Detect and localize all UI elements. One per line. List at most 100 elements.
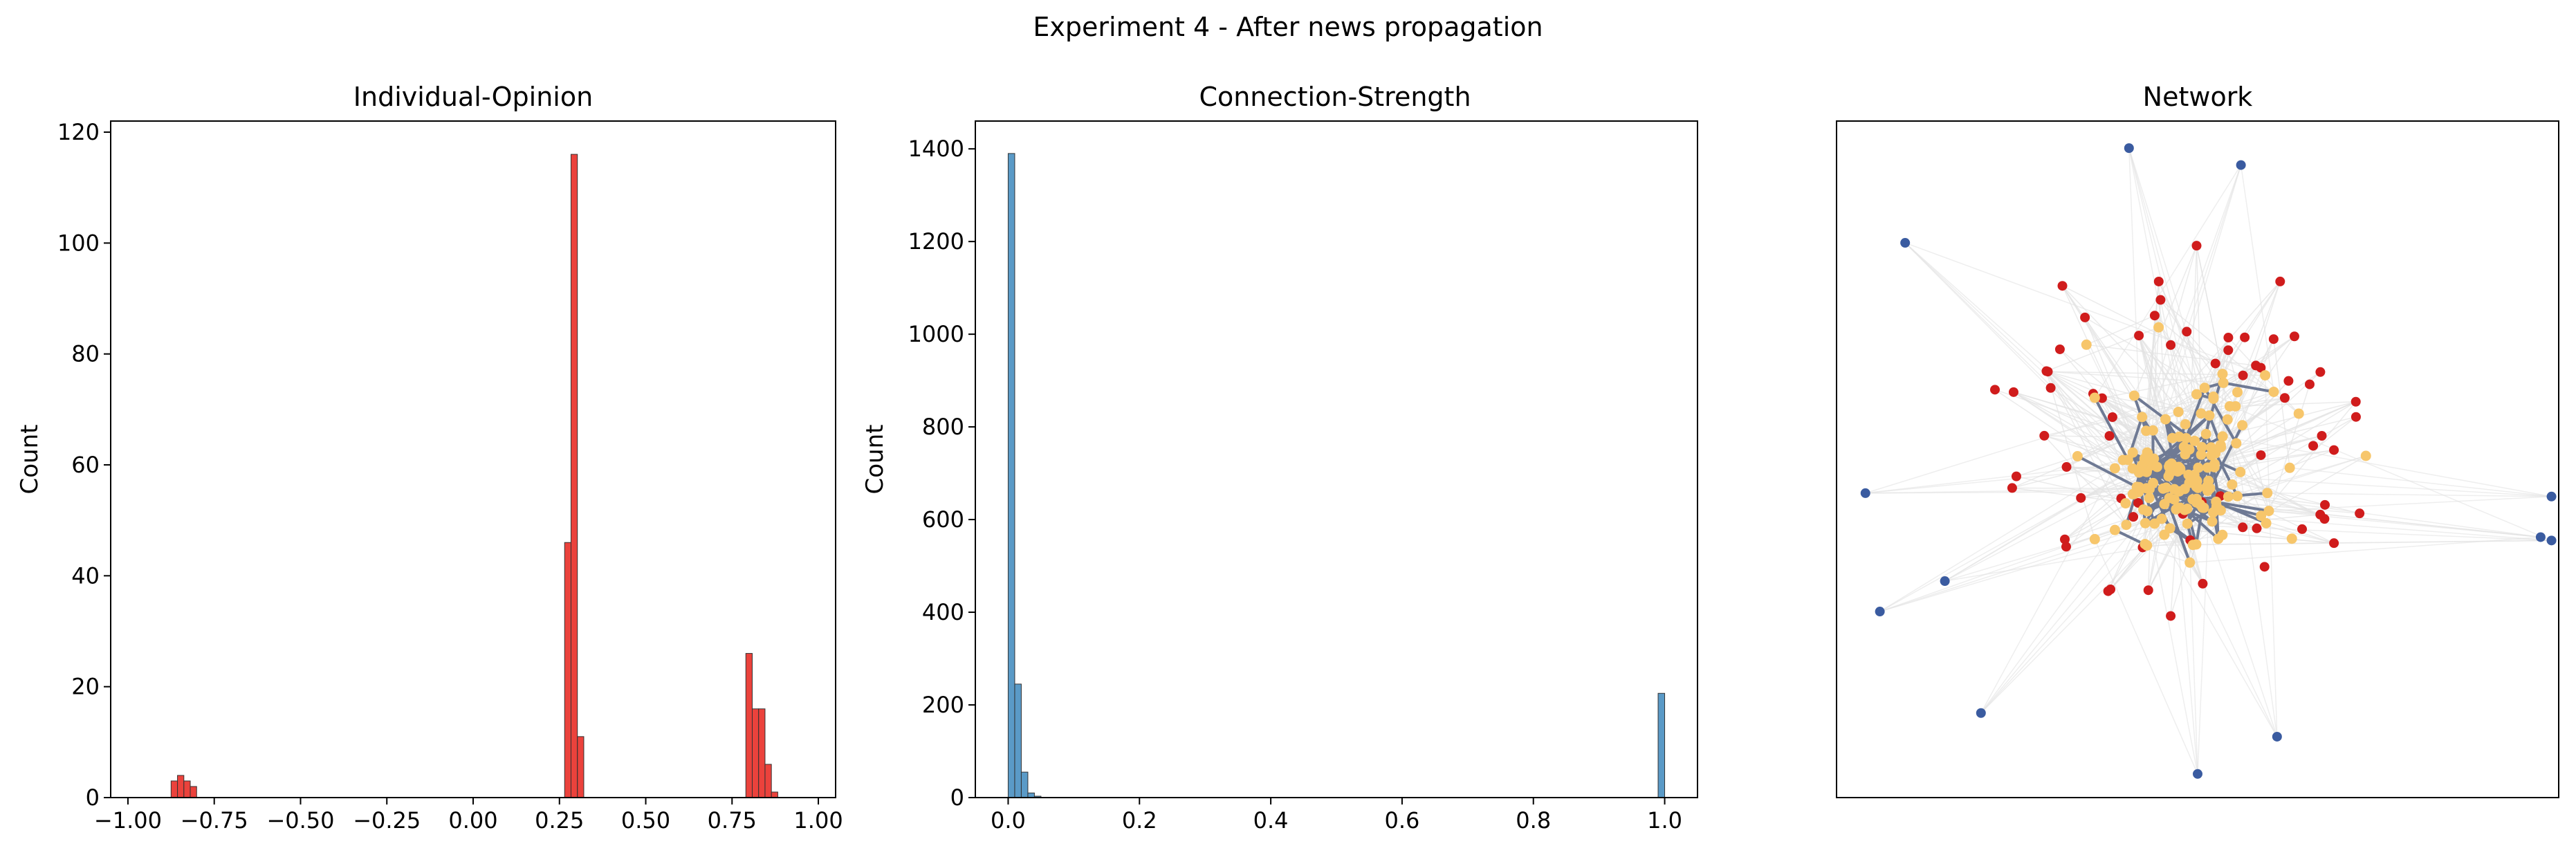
opinion-histogram-yticks: 0 20 40 60 80 100 120 <box>57 119 111 811</box>
network-edge <box>2086 315 2155 345</box>
network-edge <box>2188 474 2552 497</box>
opinion-bar <box>183 780 191 798</box>
opinion-bar <box>564 542 571 798</box>
network-node <box>2175 463 2186 474</box>
network-node <box>2142 540 2153 551</box>
network-edge <box>2133 245 2198 396</box>
network-edge <box>2222 436 2552 497</box>
network-node <box>2260 370 2271 381</box>
network-node <box>2120 498 2131 509</box>
network-node <box>2166 340 2176 350</box>
network-edge <box>2200 416 2357 505</box>
network-node <box>2350 412 2361 422</box>
connection-strength-ytick-label: 400 <box>922 599 964 625</box>
opinion-xtick-label: 0.75 <box>708 807 757 834</box>
network-node <box>2275 276 2285 286</box>
network-node <box>2180 419 2191 430</box>
network-node <box>2117 454 2128 466</box>
network-node <box>2142 448 2153 459</box>
network-node <box>2196 441 2207 452</box>
network-node <box>2251 360 2261 371</box>
network-edge <box>2013 392 2148 453</box>
connection-strength-xtick-label: 0.2 <box>1122 807 1157 834</box>
network-edge <box>1904 242 2265 376</box>
network-node <box>1860 488 1870 498</box>
network-node <box>2184 557 2196 568</box>
network-edge <box>2048 371 2224 384</box>
network-node <box>2104 431 2115 441</box>
network-node <box>2089 392 2100 403</box>
opinion-xtick-label: −0.25 <box>353 807 421 834</box>
opinion-bar <box>570 154 578 798</box>
network-node <box>2136 460 2147 471</box>
network-edge <box>2213 511 2335 544</box>
network-edge <box>2061 285 2135 396</box>
network-edge <box>2045 371 2127 526</box>
network-node <box>2329 445 2339 455</box>
connection-strength-bar <box>1020 771 1029 798</box>
network-node <box>2159 499 2170 510</box>
opinion-bar <box>577 736 585 798</box>
network-node <box>2007 483 2017 493</box>
connection-strength-histogram-xticks: 0.0 0.2 0.4 0.6 0.8 1.0 <box>991 798 1682 834</box>
network-node <box>2268 334 2279 344</box>
network-node <box>2039 430 2050 441</box>
connection-strength-histogram-yticks: 0 200 400 600 800 1000 1200 1400 <box>908 136 975 811</box>
connection-strength-ytick-label: 800 <box>922 414 964 440</box>
network-node <box>2286 533 2297 544</box>
network-node <box>2535 532 2546 542</box>
network-edge <box>2290 467 2552 497</box>
network-node <box>2191 241 2202 251</box>
network-node <box>2256 511 2267 522</box>
network-frame <box>1836 120 2559 798</box>
network-node <box>2210 358 2220 369</box>
network-node <box>2238 370 2248 380</box>
opinion-bar <box>190 786 197 798</box>
network-node <box>2272 731 2282 742</box>
network-edge <box>2196 245 2223 374</box>
network-edge <box>2264 375 2278 737</box>
network-node <box>2207 516 2218 527</box>
network-node <box>2140 517 2151 528</box>
network-node <box>2080 312 2090 322</box>
opinion-histogram-xticks: −1.00 −0.75 −0.50 −0.25 0.00 0.25 0.50 0.75 1.00 <box>94 798 843 834</box>
connection-strength-ytick-label: 600 <box>922 506 964 533</box>
network-node <box>2546 535 2557 546</box>
network-node <box>2043 367 2053 377</box>
network-node <box>2103 586 2113 596</box>
network-edge <box>1904 242 2140 473</box>
network-node <box>2196 449 2207 460</box>
network-node <box>2156 513 2167 524</box>
network-panel: Network <box>1836 82 2559 798</box>
network-edge <box>2273 339 2290 468</box>
network-edge <box>2268 496 2552 512</box>
connection-strength-bar <box>1657 692 1666 798</box>
network-node <box>2308 441 2319 451</box>
connection-strength-xtick-label: 0.8 <box>1516 807 1551 834</box>
network-node <box>2167 432 2178 443</box>
opinion-ytick-label: 0 <box>86 784 100 811</box>
network-node <box>2158 483 2169 494</box>
network-node <box>2289 331 2299 342</box>
network-node <box>2193 769 2202 779</box>
network-edge-strong <box>2077 454 2138 488</box>
network-node <box>2011 471 2021 481</box>
opinion-ytick-label: 100 <box>57 230 100 256</box>
network-node <box>2231 438 2242 449</box>
connection-strength-ytick-label: 1200 <box>908 228 964 255</box>
network-node <box>2317 430 2327 441</box>
network-node <box>2211 501 2222 512</box>
network-title: Network <box>2143 82 2253 112</box>
network-edge <box>2084 317 2148 470</box>
network-edge <box>2048 371 2265 376</box>
network-node <box>2202 481 2213 492</box>
network-node <box>2209 459 2220 470</box>
opinion-ytick-label: 40 <box>71 562 100 589</box>
network-node <box>2196 408 2207 419</box>
connection-strength-xtick-label: 0.6 <box>1384 807 1419 834</box>
network-node <box>2204 410 2215 421</box>
network-node <box>2121 520 2132 531</box>
network-node <box>1875 607 1885 617</box>
opinion-bar <box>758 708 766 798</box>
network-edge <box>1944 534 2223 582</box>
